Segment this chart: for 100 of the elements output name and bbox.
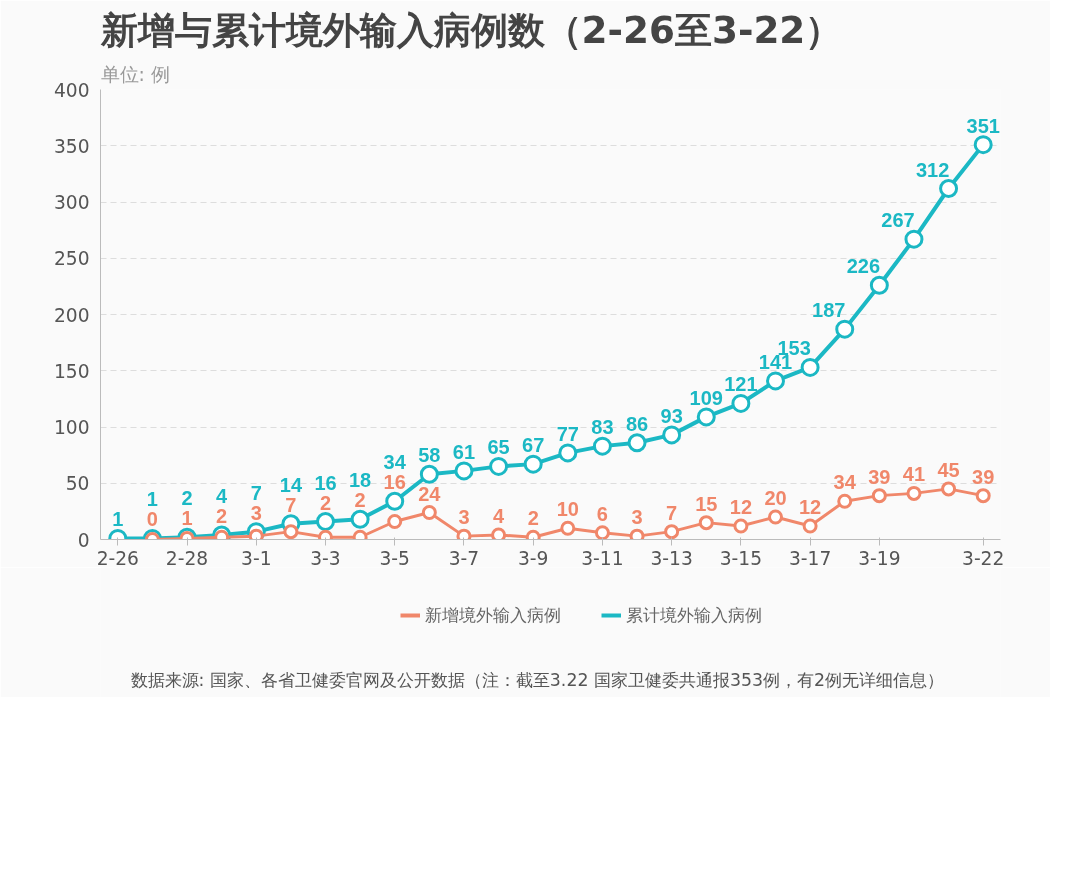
y-tick-label: 200 [53,304,90,326]
y-tick-label: 350 [53,135,90,157]
point [421,505,437,520]
point [733,518,749,534]
point [419,464,439,484]
data-label: 3 [458,506,470,529]
point [768,509,783,525]
point [629,528,645,540]
data-label: 16 [314,471,337,494]
data-label: 86 [625,412,649,435]
x-tick-label: 2-26 [96,547,139,569]
point [558,443,578,463]
data-label: 10 [556,498,579,521]
data-label: 12 [798,496,822,518]
data-label: 41 [902,463,926,486]
y-tick-label: 0 [77,529,90,551]
data-label: 226 [846,255,881,278]
chart-subtitle: 单位: 例 [100,63,170,85]
x-tick-label: 3-9 [517,547,549,569]
x-tick-label: 3-1 [241,547,272,569]
legend-label: 新增境外输入病例 [425,604,561,627]
point [664,524,680,540]
data-label: 45 [937,458,960,481]
y-tick-label: 300 [53,192,90,213]
x-tick-label: 3-7 [448,547,480,569]
point [489,456,509,476]
data-label: 2 [319,491,332,514]
data-label: 1 [181,507,193,530]
data-label: 58 [418,444,441,467]
data-label: 7 [285,493,297,516]
data-label: 39 [868,465,891,488]
data-label: 65 [487,436,510,459]
point [387,514,403,529]
point [731,393,751,413]
point [248,528,264,540]
point [560,520,576,536]
point [316,512,335,531]
point [594,525,610,540]
data-label: 34 [833,471,857,494]
x-tick-label: 3-19 [858,547,901,569]
data-label: 24 [418,482,442,505]
data-label: 3 [250,501,262,524]
point [592,436,612,456]
y-tick-label: 150 [53,360,90,382]
point [906,485,922,501]
data-label: 2 [354,489,366,512]
data-label: 4 [216,485,229,507]
x-tick-label: 3-3 [310,547,341,569]
legend-label: 累计境外输入病例 [626,604,762,627]
point [802,518,818,534]
x-tick-label: 3-22 [962,547,1005,569]
x-tick-label: 3-11 [581,547,624,569]
point [973,135,993,155]
x-tick-label: 3-15 [719,547,763,569]
point [939,179,959,198]
data-label: 1 [146,488,158,511]
point [800,357,820,377]
data-label: 1 [112,508,124,531]
data-label: 4 [493,505,506,527]
data-label: 20 [764,487,787,509]
point [523,454,543,474]
data-label: 2 [181,487,193,510]
point [696,407,716,427]
x-tick-label: 3-13 [650,547,693,569]
point [698,515,714,531]
point [385,491,405,511]
point [871,488,887,504]
point [627,433,647,453]
data-label: 34 [383,451,407,474]
point [869,275,889,295]
data-label: 2 [527,507,539,530]
data-label: 3 [631,506,643,529]
data-label: 2 [216,505,228,527]
data-label: 7 [250,481,262,504]
data-label: 6 [596,502,608,525]
point [975,488,991,504]
point [456,528,472,540]
data-label: 187 [812,299,846,322]
data-label: 121 [724,373,758,396]
chart-title: 新增与累计境外输入病例数（2-26至3-22） [99,7,843,52]
point [837,493,853,509]
point [835,319,855,339]
point [941,481,957,497]
point [662,425,682,445]
data-label: 7 [666,501,678,524]
data-label: 15 [695,492,718,515]
data-label: 12 [729,496,753,518]
data-label: 267 [881,209,915,232]
data-label: 351 [966,114,1000,137]
point [454,461,474,481]
data-label: 61 [452,440,476,463]
x-tick-label: 2-28 [165,547,209,569]
data-label: 93 [660,404,683,427]
point [283,524,299,540]
data-label: 77 [556,422,579,445]
x-tick-label: 3-5 [379,547,410,569]
point [350,509,370,529]
data-label: 312 [915,158,950,181]
data-label: 16 [383,471,406,494]
y-tick-label: 400 [53,79,90,101]
